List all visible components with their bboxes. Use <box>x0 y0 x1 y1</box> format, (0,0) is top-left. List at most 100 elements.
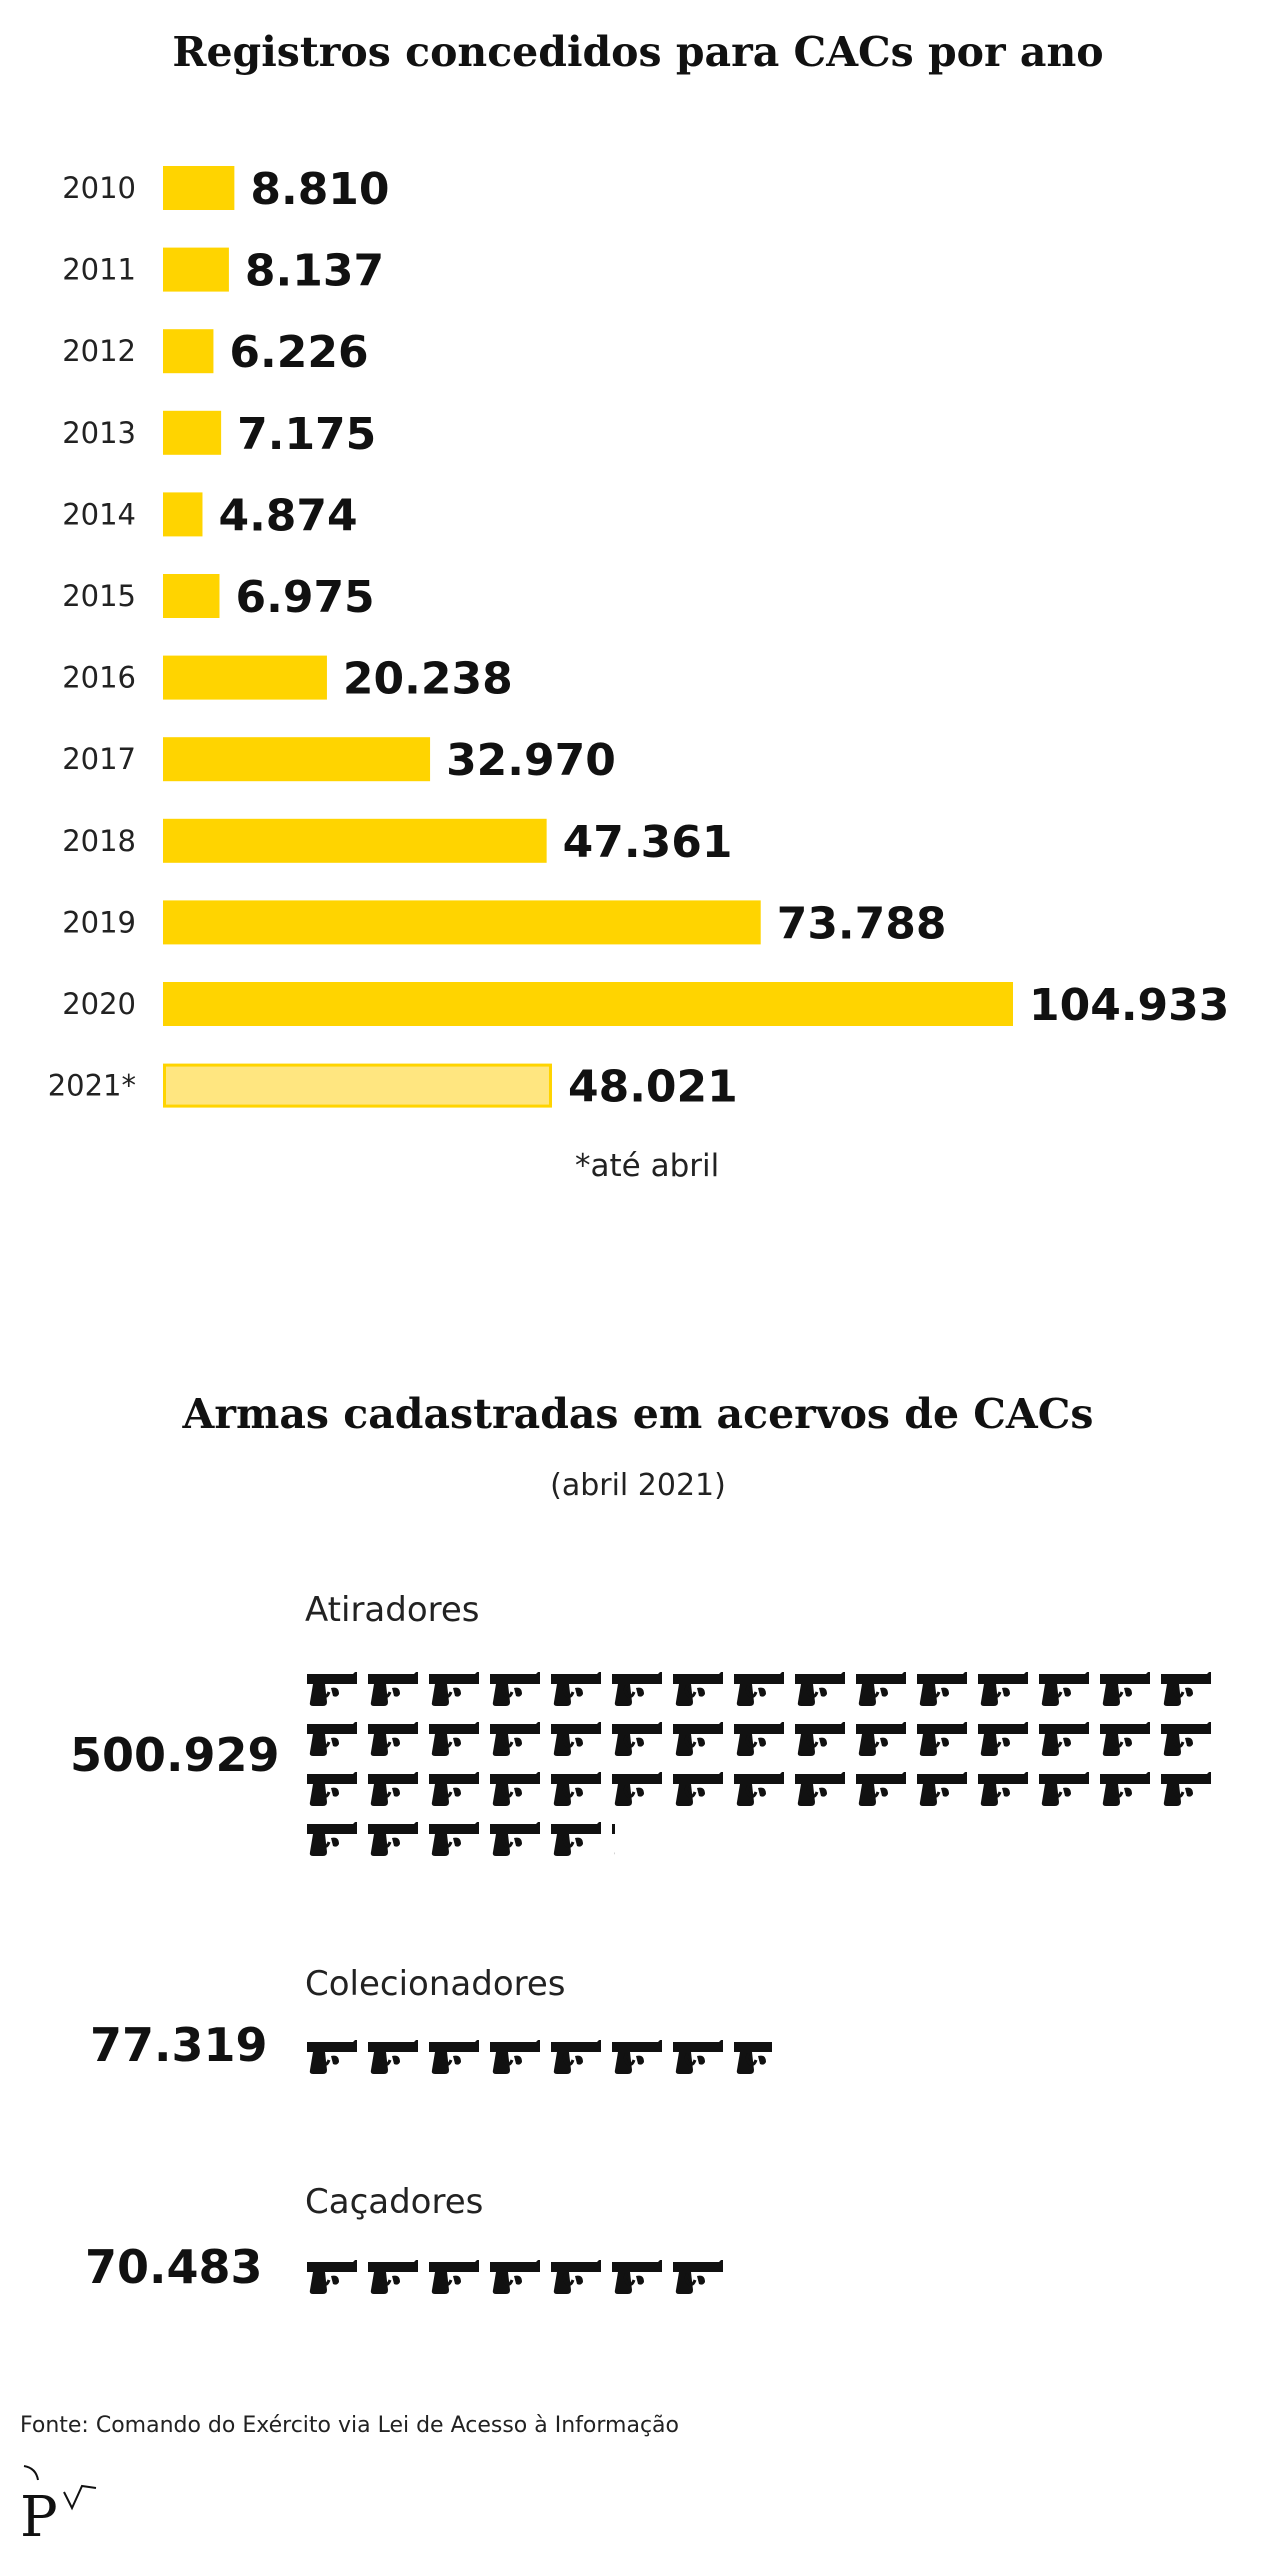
chart2-subtitle: (abril 2021) <box>550 1468 726 1503</box>
pistol-icon <box>671 1672 725 1708</box>
pistol-icon <box>610 1722 664 1758</box>
pistol-icon <box>854 1722 908 1758</box>
pistol-icon <box>793 1672 847 1708</box>
pistol-icon <box>488 2260 542 2296</box>
pistol-icon <box>305 2260 359 2296</box>
pistol-icon <box>366 1822 420 1858</box>
pistol-icon <box>671 2260 725 2296</box>
pistol-icon <box>427 1822 481 1858</box>
value-label: 104.933 <box>1029 980 1229 1031</box>
year-label: 2020 <box>62 987 136 1021</box>
pistol-icon <box>1098 1772 1152 1808</box>
group-value: 70.483 <box>85 2240 263 2294</box>
pistol-icon <box>488 1772 542 1808</box>
pistol-icon <box>671 1722 725 1758</box>
year-label: 2017 <box>62 742 136 776</box>
pistol-icon <box>854 1772 908 1808</box>
bar <box>163 737 431 782</box>
pistol-icon <box>1037 1672 1091 1708</box>
bar <box>163 1063 552 1108</box>
pistol-icon <box>366 2260 420 2296</box>
bar <box>163 982 1013 1026</box>
pistol-icon <box>549 1822 603 1858</box>
value-label: 6.226 <box>229 327 368 378</box>
pistol-icon <box>366 1672 420 1708</box>
year-label: 2010 <box>62 171 136 205</box>
pistol-icon <box>549 1772 603 1808</box>
poder360-logo: P <box>20 2465 97 2542</box>
year-label: 2011 <box>62 253 136 287</box>
group-label: Colecionadores <box>305 1964 566 2004</box>
year-label: 2012 <box>62 334 136 368</box>
year-label: 2015 <box>62 579 136 613</box>
pistol-icon <box>1037 1722 1091 1758</box>
pistol-icon <box>1159 1672 1213 1708</box>
pistol-icon <box>732 1672 786 1708</box>
bar <box>163 329 214 374</box>
value-label: 8.810 <box>250 164 389 215</box>
value-label: 73.788 <box>777 898 947 949</box>
pistol-icon <box>854 1672 908 1708</box>
group-label: Atiradores <box>305 1590 480 1630</box>
chart1-title: Registros concedidos para CACs por ano <box>172 28 1104 76</box>
pistol-icon <box>305 2040 359 2076</box>
bar <box>163 166 235 210</box>
pistol-icon <box>732 1772 786 1808</box>
svg-text:P: P <box>20 2485 58 2542</box>
bar <box>163 247 229 292</box>
pistol-icon <box>305 1672 359 1708</box>
value-label: 8.137 <box>245 246 384 297</box>
footnote: *até abril <box>575 1148 720 1184</box>
bar <box>163 818 547 863</box>
pistol-icon <box>366 1722 420 1758</box>
pistol-icon <box>976 1772 1030 1808</box>
pistol-icon <box>1159 1772 1213 1808</box>
pistol-icon <box>427 1772 481 1808</box>
value-label: 4.874 <box>218 490 357 541</box>
pistol-icon <box>1037 1772 1091 1808</box>
pistol-icon <box>610 2040 664 2076</box>
pistol-icon <box>610 1822 616 1858</box>
pistol-icon <box>427 1672 481 1708</box>
pistol-icon <box>549 1672 603 1708</box>
pistol-icon <box>427 2040 481 2076</box>
value-label: 48.021 <box>568 1062 738 1113</box>
pistol-icon <box>1098 1722 1152 1758</box>
group-value: 77.319 <box>90 2018 268 2072</box>
group-label: Caçadores <box>305 2182 484 2222</box>
pistol-icon <box>610 1772 664 1808</box>
value-label: 6.975 <box>236 572 375 623</box>
pistol-icon <box>610 1672 664 1708</box>
pistol-icon <box>305 1722 359 1758</box>
group-value: 500.929 <box>70 1728 280 1782</box>
year-label: 2018 <box>62 824 136 858</box>
pistol-icon <box>488 1822 542 1858</box>
year-label: 2013 <box>62 416 136 450</box>
pistol-icon <box>488 2040 542 2076</box>
source-note: Fonte: Comando do Exército via Lei de Ac… <box>20 2413 679 2438</box>
pistol-icon <box>366 1772 420 1808</box>
pistol-icon <box>427 2260 481 2296</box>
pistol-icon <box>915 1722 969 1758</box>
pistol-icon <box>793 1722 847 1758</box>
year-label: 2014 <box>62 497 136 531</box>
year-label: 2021* <box>48 1069 136 1103</box>
value-label: 20.238 <box>343 654 513 705</box>
pistol-icon <box>610 2260 664 2296</box>
year-label: 2016 <box>62 661 136 695</box>
pistol-icon <box>366 2040 420 2076</box>
pistol-icon <box>671 1772 725 1808</box>
year-label: 2019 <box>62 905 136 939</box>
pistol-icon <box>549 1722 603 1758</box>
pistol-icon <box>488 1722 542 1758</box>
pistol-icon <box>488 1672 542 1708</box>
pistol-icon <box>732 1722 786 1758</box>
pistol-icon <box>976 1722 1030 1758</box>
pistol-icon <box>1098 1672 1152 1708</box>
value-label: 32.970 <box>446 735 616 786</box>
pistol-icon <box>549 2040 603 2076</box>
chart2-title: Armas cadastradas em acervos de CACs <box>182 1390 1094 1438</box>
pistol-icon <box>549 2260 603 2296</box>
bar <box>163 655 327 700</box>
pistol-icon <box>732 2040 772 2076</box>
